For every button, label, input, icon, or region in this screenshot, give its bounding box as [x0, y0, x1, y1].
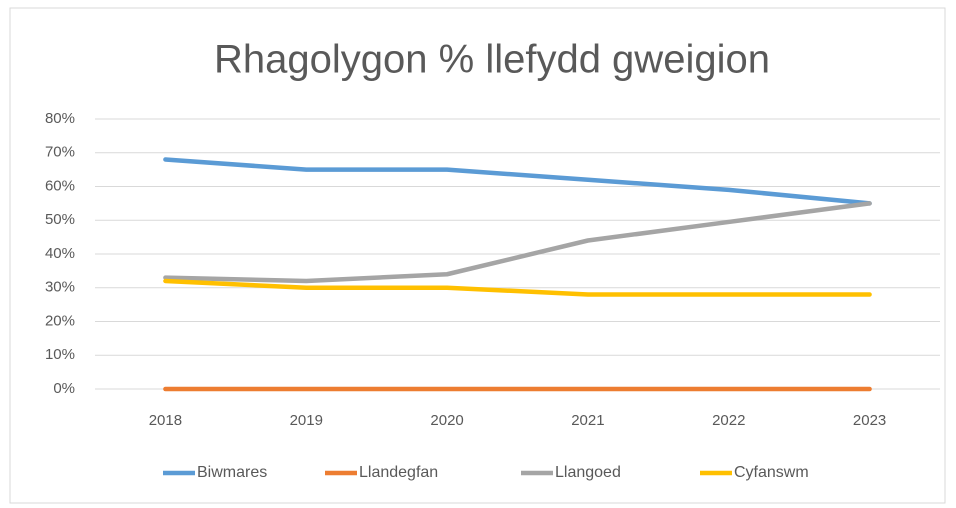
y-tick-label: 50%: [45, 211, 75, 228]
chart-frame: [9, 7, 946, 504]
y-tick-label: 10%: [45, 346, 75, 363]
x-tick-label: 2022: [712, 412, 745, 429]
legend-label: Cyfanswm: [734, 464, 809, 481]
legend-label: Llandegfan: [359, 464, 438, 481]
legend-label: Biwmares: [197, 464, 267, 481]
x-tick-label: 2023: [853, 412, 886, 429]
x-tick-label: 2019: [290, 412, 323, 429]
chart-title: Rhagolygon % llefydd gweigion: [214, 38, 770, 82]
y-tick-label: 30%: [45, 279, 75, 296]
x-tick-label: 2018: [149, 412, 182, 429]
series-line: [163, 278, 872, 297]
x-tick-label: 2020: [430, 412, 463, 429]
series-line: [163, 201, 872, 284]
y-tick-label: 80%: [45, 110, 75, 127]
series-line: [163, 157, 872, 206]
x-tick-label: 2021: [571, 412, 604, 429]
y-tick-label: 40%: [45, 245, 75, 262]
legend-label: Llangoed: [555, 464, 621, 481]
y-tick-label: 20%: [45, 312, 75, 329]
y-tick-label: 0%: [53, 380, 75, 397]
y-tick-label: 70%: [45, 144, 75, 161]
y-tick-label: 60%: [45, 177, 75, 194]
